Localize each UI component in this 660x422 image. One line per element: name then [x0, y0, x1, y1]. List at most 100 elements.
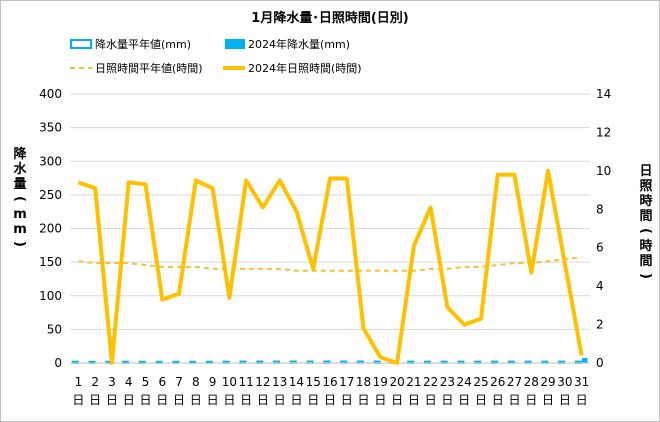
x-tick-suffix: 日: [525, 393, 537, 407]
x-tick-label: 16: [322, 375, 337, 389]
x-tick-label: 4: [125, 375, 133, 389]
x-tick-suffix: 日: [257, 393, 269, 407]
chart-title: 1月降水量･日照時間(日別): [251, 10, 408, 26]
legend: 降水量平年値(mm) 2024年降水量(mm) 日照時間平年値(時間) 2024…: [70, 37, 362, 75]
axis-label-char: (: [638, 228, 653, 234]
x-tick-label: 21: [406, 375, 421, 389]
axis-label-char: 間: [639, 209, 652, 224]
legend-label-sun-2024: 2024年日照時間(時間): [248, 61, 362, 75]
x-tick-label: 15: [306, 375, 321, 389]
x-tick-label: 2: [91, 375, 99, 389]
x-tick-suffix: 日: [106, 393, 118, 407]
x-tick-label: 26: [490, 375, 505, 389]
x-tick-suffix: 日: [123, 393, 135, 407]
legend-item-precip-2024: 2024年降水量(mm): [225, 37, 350, 51]
x-tick-label: 19: [373, 375, 388, 389]
x-tick-suffix: 日: [425, 393, 437, 407]
x-tick-suffix: 日: [492, 393, 504, 407]
legend-item-precip-normal: 降水量平年値(mm): [70, 37, 191, 51]
x-tick-label: 25: [473, 375, 488, 389]
legend-label-precip-normal: 降水量平年値(mm): [95, 37, 191, 51]
bar-precip-2024: [582, 357, 588, 363]
x-tick-suffix: 日: [559, 393, 571, 407]
x-tick-label: 14: [289, 375, 304, 389]
axis-label-char: 水: [13, 161, 27, 177]
x-tick-suffix: 日: [475, 393, 487, 407]
legend-label-precip-2024: 2024年降水量(mm): [248, 37, 350, 51]
right-tick-label: 6: [596, 241, 604, 255]
x-tick-label: 11: [238, 375, 253, 389]
line-sun-normal: [78, 256, 582, 272]
x-tick-suffix: 日: [391, 393, 403, 407]
x-tick-label: 27: [507, 375, 522, 389]
left-tick-label: 0: [54, 356, 62, 370]
line-sun-2024: [77, 168, 584, 365]
left-axis-label: 降水量 (mm): [12, 146, 27, 247]
left-tick-label: 100: [39, 289, 62, 303]
x-tick-suffix: 日: [324, 393, 336, 407]
x-tick-suffix: 日: [89, 393, 101, 407]
x-tick-suffix: 日: [374, 393, 386, 407]
x-tick-suffix: 日: [358, 393, 370, 407]
right-tick-label: 0: [596, 356, 604, 370]
legend-item-sun-2024: 2024年日照時間(時間): [223, 61, 362, 75]
x-tick-label: 12: [255, 375, 270, 389]
axis-label-char: ): [12, 241, 27, 247]
axis-label-char: m: [13, 222, 27, 237]
axis-label-char: 時: [639, 193, 652, 209]
x-tick-suffix: 日: [307, 393, 319, 407]
x-tick-label: 9: [209, 375, 217, 389]
x-tick-label: 28: [524, 375, 539, 389]
x-tick-suffix: 日: [542, 393, 554, 407]
right-axis: 0 2 4 6 8 10 12 14 日照時間 (時間): [596, 87, 653, 370]
x-tick-label: 6: [158, 375, 166, 389]
legend-swatch-precip-normal: [70, 39, 92, 49]
x-tick-label: 8: [192, 375, 200, 389]
x-tick-label: 20: [389, 375, 404, 389]
x-tick-label: 7: [175, 375, 183, 389]
left-tick-label: 200: [39, 222, 62, 236]
x-tick-suffix: 日: [290, 393, 302, 407]
x-tick-label: 13: [272, 375, 287, 389]
x-tick-suffix: 日: [441, 393, 453, 407]
x-tick-suffix: 日: [458, 393, 470, 407]
x-tick-suffix: 日: [576, 393, 588, 407]
x-tick-suffix: 日: [223, 393, 235, 407]
x-tick-suffix: 日: [173, 393, 185, 407]
legend-label-sun-normal: 日照時間平年値(時間): [95, 61, 203, 75]
x-tick-label: 10: [222, 375, 237, 389]
left-tick-label: 300: [39, 154, 62, 168]
x-tick-suffix: 日: [72, 393, 84, 407]
left-tick-label: 350: [39, 121, 62, 135]
x-tick-suffix: 日: [190, 393, 202, 407]
axis-label-char: 降: [13, 146, 27, 162]
x-tick-suffix: 日: [341, 393, 353, 407]
left-tick-label: 250: [39, 188, 62, 202]
x-tick-label: 31: [574, 375, 589, 389]
x-tick-suffix: 日: [156, 393, 168, 407]
x-axis: 1日2日3日4日5日6日7日8日9日10日11日12日13日14日15日16日1…: [72, 375, 589, 407]
left-axis: 0 50 100 150 200 250 300 350 400 降水量 (mm): [12, 87, 62, 370]
x-tick-suffix: 日: [139, 393, 151, 407]
axis-label-char: 照: [639, 179, 652, 194]
legend-item-sun-normal: 日照時間平年値(時間): [70, 61, 203, 75]
x-tick-suffix: 日: [240, 393, 252, 407]
x-tick-suffix: 日: [207, 393, 219, 407]
left-tick-label: 400: [39, 87, 62, 101]
x-tick-label: 1: [75, 375, 83, 389]
right-axis-label: 日照時間 (時間): [638, 164, 653, 279]
x-tick-suffix: 日: [408, 393, 420, 407]
axis-label-char: ): [638, 273, 653, 279]
right-tick-label: 14: [596, 87, 611, 101]
axis-label-char: (: [12, 196, 27, 202]
axis-label-char: m: [13, 207, 27, 222]
x-tick-suffix: 日: [509, 393, 521, 407]
x-tick-label: 22: [423, 375, 438, 389]
right-tick-label: 8: [596, 202, 604, 216]
x-tick-label: 23: [440, 375, 455, 389]
x-tick-suffix: 日: [274, 393, 286, 407]
x-tick-label: 30: [557, 375, 572, 389]
right-tick-label: 10: [596, 164, 611, 178]
